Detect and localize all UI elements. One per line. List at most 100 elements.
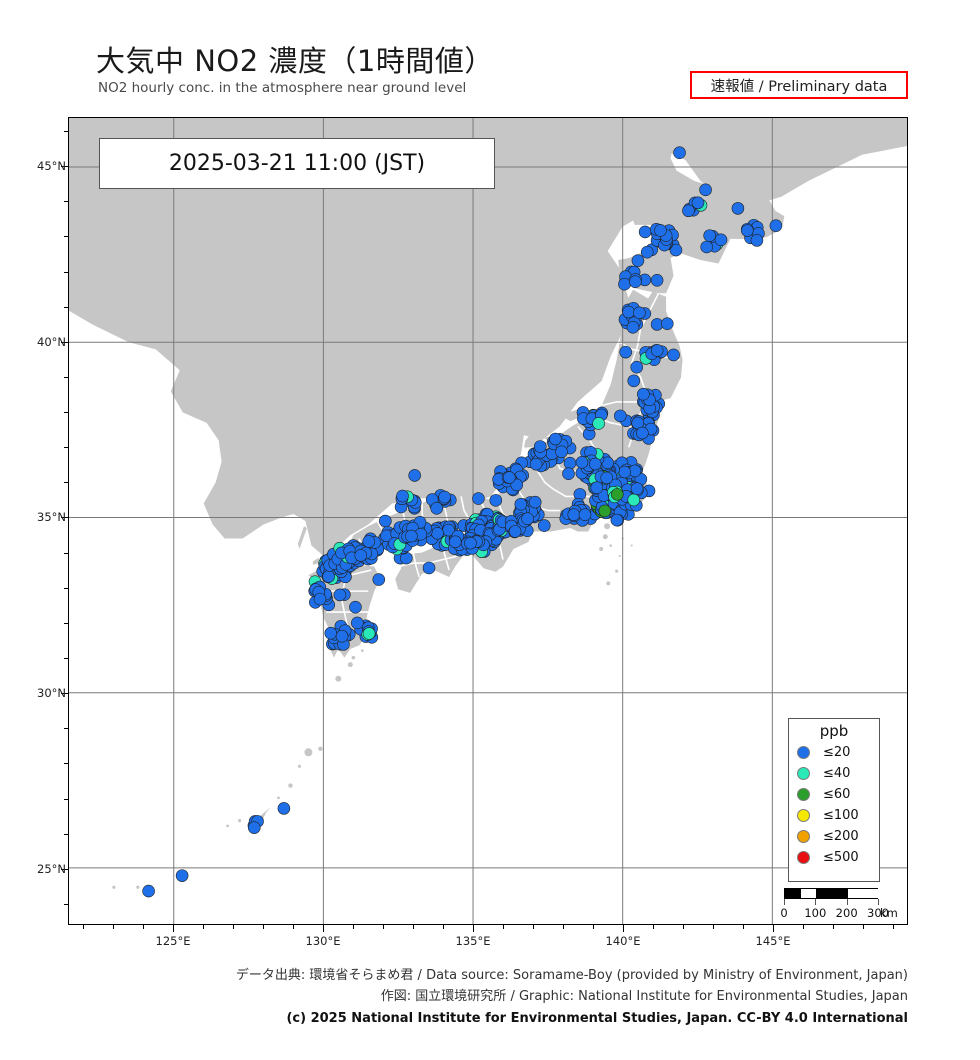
station-point [673, 146, 686, 159]
x-minor-tick-149 [893, 925, 894, 929]
x-minor-tick-133 [413, 925, 414, 929]
station-point [667, 348, 680, 362]
scale-bar-labels: 0 100 200 300 km [780, 906, 902, 920]
station-point [618, 465, 631, 479]
legend-swatch-icon [797, 851, 810, 864]
y-minor-tick-36 [64, 482, 68, 484]
x-minor-tick-134 [443, 925, 444, 929]
y-axis-label-25°N: 25°N [37, 861, 66, 876]
legend-rows: ≤20 ≤40 ≤60 ≤100 ≤200 ≤500 [789, 742, 879, 868]
station-point [638, 225, 652, 239]
x-tick-145°E [773, 925, 774, 932]
x-minor-tick-146 [803, 925, 804, 929]
y-tick-35°N [61, 517, 68, 519]
x-minor-tick-132 [383, 925, 384, 929]
x-minor-tick-138 [563, 925, 564, 929]
footer: データ出典: 環境省そらまめ君 / Data source: Soramame-… [0, 965, 980, 1031]
station-point [324, 626, 338, 640]
y-axis-label-45°N: 45°N [37, 159, 66, 174]
footer-graphic-credit: 作図: 国立環境研究所 / Graphic: National Institut… [380, 989, 908, 1004]
x-minor-tick-136 [503, 925, 504, 929]
station-point [528, 495, 542, 509]
station-point [277, 802, 291, 815]
legend-item-label: ≤100 [823, 808, 859, 823]
y-minor-tick-33 [64, 587, 68, 589]
station-point [405, 529, 418, 543]
y-minor-tick-46 [64, 131, 68, 133]
scale-tick-0 [784, 899, 785, 905]
station-point [502, 471, 516, 484]
station-point [650, 344, 664, 357]
x-minor-tick-139 [593, 925, 594, 929]
station-point [514, 497, 528, 511]
station-point [422, 561, 436, 575]
station-point [691, 196, 705, 210]
map-plot-area[interactable] [68, 117, 908, 925]
x-minor-tick-143 [713, 925, 714, 929]
x-minor-tick-128 [263, 925, 264, 929]
scale-label-200: 200 [835, 906, 858, 920]
station-point [567, 508, 581, 522]
scale-label-100: 100 [804, 906, 827, 920]
station-point [575, 456, 589, 469]
legend-item-1[interactable]: ≤40 [789, 763, 879, 784]
station-point [349, 600, 362, 614]
scale-bar-segment-0 [785, 889, 801, 898]
station-point [682, 204, 695, 218]
station-point [619, 345, 632, 359]
station-point [627, 374, 641, 388]
y-minor-tick-29 [64, 728, 68, 730]
x-minor-tick-122 [83, 925, 84, 929]
scale-unit-label: km [880, 906, 898, 920]
station-point [537, 519, 551, 532]
scale-tick-2 [846, 899, 848, 905]
legend-swatch-icon [797, 767, 810, 780]
legend-item-4[interactable]: ≤200 [789, 826, 879, 847]
station-point [555, 445, 568, 459]
x-minor-tick-144 [743, 925, 744, 929]
y-axis-label-40°N: 40°N [37, 334, 66, 349]
station-point [448, 535, 462, 549]
x-minor-tick-141 [653, 925, 654, 929]
scale-bar-segment-3 [847, 889, 879, 898]
station-point [322, 570, 335, 583]
y-minor-tick-34 [64, 552, 68, 554]
y-minor-tick-44 [64, 201, 68, 203]
station-point [769, 219, 783, 232]
y-tick-30°N [61, 693, 68, 695]
legend-item-3[interactable]: ≤100 [789, 805, 879, 826]
station-point [408, 469, 421, 482]
station-point [549, 432, 562, 446]
station-point [650, 274, 664, 287]
timestamp-box: 2025-03-21 11:00 (JST) [99, 138, 495, 189]
x-minor-tick-129 [293, 925, 294, 929]
legend-item-2[interactable]: ≤60 [789, 784, 879, 805]
legend-item-5[interactable]: ≤500 [789, 847, 879, 868]
station-point [578, 508, 592, 522]
station-point [636, 426, 649, 440]
station-point [627, 493, 641, 507]
station-point [660, 317, 674, 330]
y-minor-tick-31 [64, 658, 68, 659]
station-point [700, 240, 713, 254]
station-point [563, 456, 577, 470]
station-point [731, 202, 745, 215]
x-axis-label-145°E: 145°E [755, 934, 791, 948]
scale-label-0: 0 [780, 906, 788, 920]
x-minor-tick-137 [533, 925, 534, 929]
x-axis-label-140°E: 140°E [605, 934, 641, 948]
station-point [631, 254, 645, 267]
legend-panel: ppb ≤20 ≤40 ≤60 ≤100 ≤200 ≤500 [788, 718, 880, 882]
station-point [438, 490, 451, 504]
station-point [351, 616, 364, 630]
legend-title: ppb [819, 722, 849, 740]
y-minor-tick-38 [64, 412, 68, 414]
legend-item-label: ≤40 [823, 766, 851, 781]
station-point [592, 417, 605, 430]
legend-item-0[interactable]: ≤20 [789, 742, 879, 763]
legend-swatch-icon [797, 746, 810, 759]
x-tick-135°E [473, 925, 474, 932]
x-minor-tick-126 [203, 925, 204, 929]
y-minor-tick-39 [64, 376, 68, 378]
